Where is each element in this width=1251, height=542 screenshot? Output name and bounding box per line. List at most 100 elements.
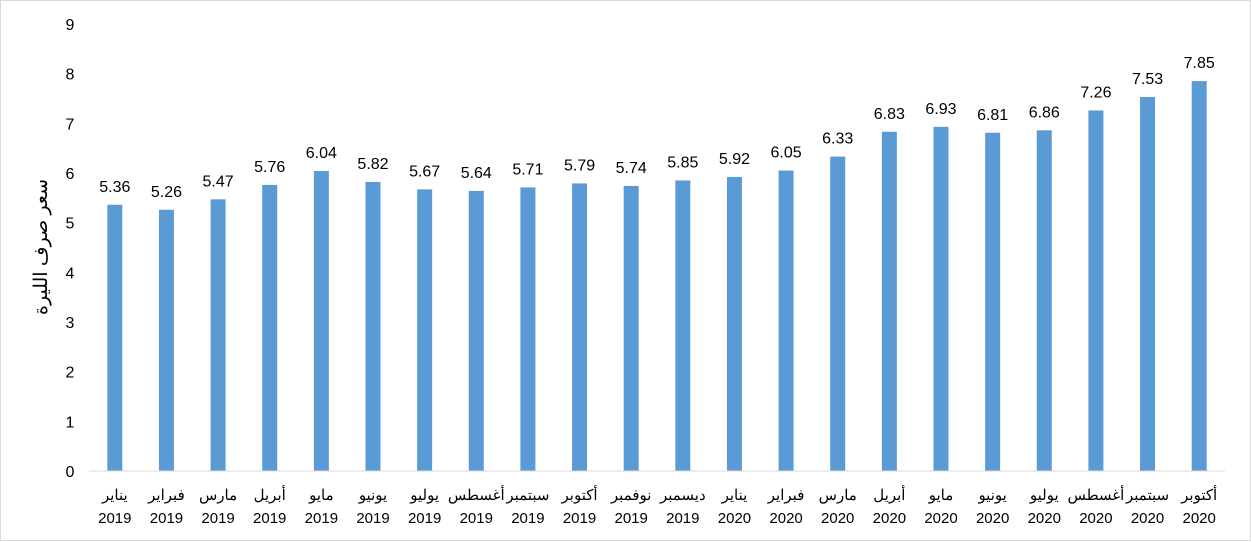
data-label: 7.26 bbox=[1080, 84, 1111, 101]
x-tick-year-label: 2020 bbox=[718, 510, 751, 527]
x-tick-month-label: مايو bbox=[308, 487, 334, 504]
y-tick-label: 4 bbox=[66, 265, 75, 282]
x-tick-month-label: سبتمبر bbox=[505, 487, 549, 504]
bar bbox=[365, 181, 381, 471]
y-tick-label: 2 bbox=[66, 365, 75, 382]
x-tick-year-label: 2019 bbox=[305, 510, 338, 527]
x-tick-month-label: يناير bbox=[721, 487, 748, 504]
bar bbox=[778, 170, 794, 471]
x-tick-month-label: ديسمبر bbox=[659, 487, 706, 504]
y-tick-label: 5 bbox=[66, 216, 75, 233]
y-tick-label: 7 bbox=[66, 116, 75, 133]
x-tick-month-label: يونيو bbox=[977, 487, 1006, 504]
data-label: 6.05 bbox=[771, 145, 802, 162]
bar bbox=[158, 209, 174, 471]
x-tick-year-label: 2019 bbox=[356, 510, 389, 527]
data-label: 5.92 bbox=[719, 151, 750, 168]
bar bbox=[262, 184, 278, 472]
x-tick-month-label: أكتوبر bbox=[561, 485, 598, 504]
bar bbox=[933, 126, 949, 471]
data-label: 5.82 bbox=[357, 156, 388, 173]
data-label: 5.36 bbox=[99, 179, 130, 196]
data-label: 5.74 bbox=[616, 160, 647, 177]
y-tick-label: 1 bbox=[66, 414, 75, 431]
x-tick-month-label: مارس bbox=[819, 487, 857, 504]
data-label: 5.67 bbox=[409, 163, 440, 180]
bar bbox=[675, 180, 691, 471]
data-label: 6.33 bbox=[822, 131, 853, 148]
x-tick-year-label: 2019 bbox=[253, 510, 286, 527]
x-tick-year-label: 2019 bbox=[150, 510, 183, 527]
bar bbox=[417, 189, 433, 471]
bar bbox=[985, 132, 1001, 471]
data-label: 5.76 bbox=[254, 159, 285, 176]
data-label: 5.79 bbox=[564, 157, 595, 174]
y-tick-label: 0 bbox=[66, 464, 75, 481]
x-tick-month-label: أكتوبر bbox=[1180, 485, 1217, 504]
x-tick-year-label: 2019 bbox=[460, 510, 493, 527]
x-tick-month-label: أبريل bbox=[254, 485, 286, 504]
x-tick-year-label: 2019 bbox=[201, 510, 234, 527]
data-label: 5.26 bbox=[151, 184, 182, 201]
bar bbox=[1088, 110, 1104, 472]
x-tick-month-label: أبريل bbox=[873, 485, 905, 504]
data-label: 6.81 bbox=[977, 107, 1008, 124]
data-label: 7.53 bbox=[1132, 71, 1163, 88]
data-label: 6.83 bbox=[874, 106, 905, 123]
x-tick-month-label: نوفمبر bbox=[610, 487, 652, 504]
x-tick-month-label: أغسطس bbox=[448, 485, 505, 504]
bar bbox=[1191, 81, 1207, 471]
x-tick-year-label: 2020 bbox=[976, 510, 1009, 527]
bar bbox=[881, 131, 897, 471]
x-tick-month-label: يناير bbox=[101, 487, 128, 504]
x-tick-year-label: 2019 bbox=[511, 510, 544, 527]
bar bbox=[623, 185, 639, 471]
x-tick-year-label: 2020 bbox=[873, 510, 906, 527]
x-tick-year-label: 2019 bbox=[563, 510, 596, 527]
bar bbox=[726, 176, 742, 471]
x-tick-month-label: مارس bbox=[199, 487, 237, 504]
x-tick-month-label: يونيو bbox=[358, 487, 387, 504]
x-tick-year-label: 2020 bbox=[1131, 510, 1164, 527]
x-tick-year-label: 2019 bbox=[614, 510, 647, 527]
x-tick-year-label: 2019 bbox=[666, 510, 699, 527]
x-tick-month-label: فبراير bbox=[147, 487, 185, 504]
data-label: 5.64 bbox=[461, 165, 492, 182]
bar bbox=[572, 183, 588, 471]
x-tick-month-label: سبتمبر bbox=[1125, 487, 1169, 504]
data-label: 6.93 bbox=[925, 101, 956, 118]
data-label: 7.85 bbox=[1184, 55, 1215, 72]
x-tick-month-label: يوليو bbox=[409, 487, 439, 504]
data-label: 5.47 bbox=[203, 173, 234, 190]
bar bbox=[107, 204, 123, 471]
bar bbox=[1140, 97, 1156, 471]
bar bbox=[210, 199, 226, 471]
y-tick-label: 9 bbox=[66, 17, 75, 34]
x-tick-year-label: 2020 bbox=[1079, 510, 1112, 527]
bar bbox=[468, 190, 484, 471]
x-tick-month-label: يوليو bbox=[1029, 487, 1059, 504]
x-tick-year-label: 2020 bbox=[924, 510, 957, 527]
y-tick-label: 3 bbox=[66, 315, 75, 332]
x-tick-month-label: مايو bbox=[928, 487, 954, 504]
data-label: 6.04 bbox=[306, 145, 337, 162]
x-tick-year-label: 2020 bbox=[769, 510, 802, 527]
y-tick-label: 8 bbox=[66, 67, 75, 84]
x-tick-year-label: 2019 bbox=[408, 510, 441, 527]
data-label: 6.86 bbox=[1029, 104, 1060, 121]
x-tick-month-label: فبراير bbox=[767, 487, 805, 504]
bar bbox=[520, 187, 536, 472]
x-tick-month-label: أغسطس bbox=[1067, 485, 1124, 504]
y-axis-title: سعر صرف الليرة bbox=[31, 179, 52, 315]
x-tick-year-label: 2020 bbox=[1028, 510, 1061, 527]
data-label: 5.71 bbox=[512, 161, 543, 178]
bar bbox=[313, 171, 329, 471]
x-tick-year-label: 2020 bbox=[821, 510, 854, 527]
x-tick-year-label: 2019 bbox=[98, 510, 131, 527]
y-tick-label: 6 bbox=[66, 166, 75, 183]
bar bbox=[830, 156, 846, 472]
x-tick-year-label: 2020 bbox=[1182, 510, 1215, 527]
bar bbox=[1036, 130, 1052, 471]
